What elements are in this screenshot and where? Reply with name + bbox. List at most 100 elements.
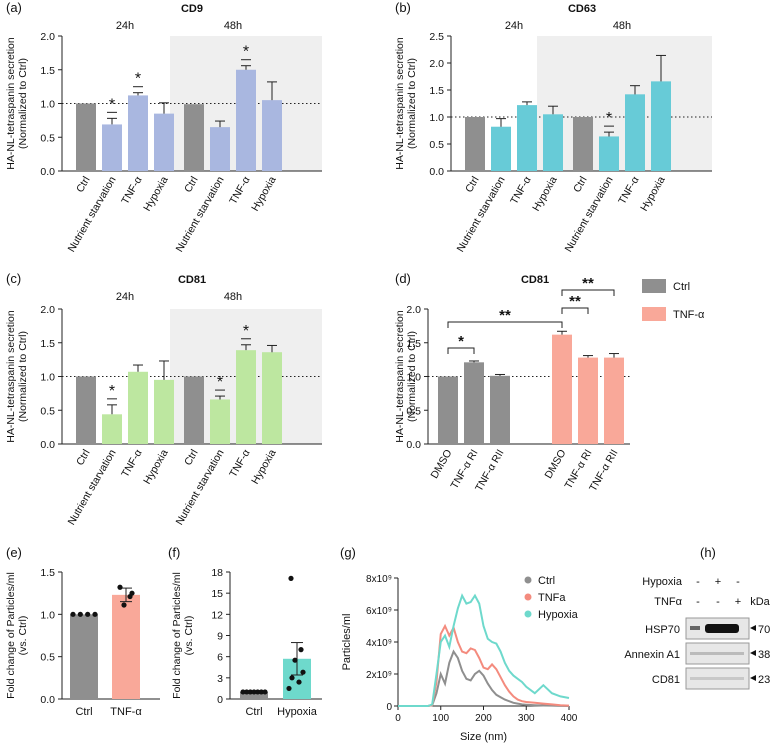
data-point (92, 611, 98, 617)
x-tick-label: TNF-α (119, 175, 144, 207)
sig-star: * (243, 44, 249, 61)
y-tick-label: 1.0 (40, 609, 55, 621)
y-tick-label: 0.0 (406, 439, 421, 451)
y-tick-label: 2.0 (40, 304, 55, 316)
y-tick-label: 1.5 (429, 85, 444, 97)
bar (76, 376, 96, 444)
sig-bracket (561, 289, 615, 296)
y-tick-label: 0.5 (429, 139, 444, 151)
condition-mark: + (735, 596, 741, 608)
x-tick-label: TNF-α (508, 175, 533, 207)
x-tick-label: TNF-α (227, 175, 252, 207)
sig-bracket (447, 321, 563, 328)
data-point (255, 689, 261, 695)
y-tick-label: 0.0 (429, 166, 444, 178)
data-point (77, 611, 83, 617)
sig-bracket-label: ** (569, 293, 581, 310)
x-tick-label: 200 (475, 713, 492, 724)
legend-swatch (642, 307, 666, 321)
bar (128, 95, 148, 171)
x-tick-label: Nutrient starvation (174, 174, 227, 254)
data-point (292, 657, 298, 663)
blot-band (690, 677, 744, 680)
y-axis-label-2: (vs. Ctrl) (183, 616, 195, 656)
y-tick-label: 3 (217, 673, 223, 685)
panel-label: (e) (6, 545, 22, 560)
y-tick-label: 15 (211, 588, 223, 600)
x-tick-label: Hypoxia (249, 447, 278, 486)
y-tick-label: 6x10⁹ (366, 606, 392, 617)
x-tick-label: Nutrient starvation (174, 447, 227, 527)
x-tick-label: Nutrient starvation (455, 174, 508, 254)
x-axis-label: Size (nm) (460, 731, 507, 743)
y-tick-label: 9 (217, 631, 223, 643)
condition-label: Hypoxia (642, 576, 683, 588)
panel-label: (a) (6, 0, 22, 15)
sig-star: * (109, 96, 115, 113)
sig-star: * (135, 71, 141, 88)
bar (604, 357, 624, 444)
x-tick-label: 100 (432, 713, 449, 724)
sig-star: * (243, 323, 249, 340)
x-tick-label: Ctrl (75, 706, 92, 718)
data-point (286, 685, 292, 692)
condition-mark: - (696, 596, 700, 608)
panel-label: (h) (700, 545, 716, 560)
y-axis-label: Particles/ml (341, 614, 353, 671)
group-label: 24h (116, 291, 134, 303)
y-tick-label: 2.0 (406, 304, 421, 316)
bar (76, 103, 96, 171)
x-tick-label: Nutrient starvation (66, 174, 119, 254)
bar (625, 94, 645, 171)
condition-mark: - (736, 576, 740, 588)
panel-f: (f) 0 3 6 9 12 15 18 Fold change of Particles/ml… (168, 545, 322, 718)
bar (262, 352, 282, 444)
legend-swatch (642, 279, 666, 293)
y-tick-label: 1.5 (40, 567, 55, 579)
bar (154, 113, 174, 171)
kda-header: kDa (750, 596, 770, 608)
panel-label: (c) (6, 271, 21, 286)
x-tick-label: Hypoxia (141, 447, 170, 486)
marker-arrow-icon (750, 675, 756, 681)
blot-band (705, 624, 739, 633)
x-tick-label: Ctrl (182, 175, 201, 195)
bar (184, 376, 204, 444)
condition-mark: + (715, 576, 721, 588)
panel-label: (b) (395, 0, 411, 15)
panel-label: (f) (168, 545, 180, 560)
y-tick-label: 0.0 (40, 166, 55, 178)
x-tick-label: TNF-α (227, 448, 252, 480)
legend-label: TNFa (538, 592, 566, 604)
bar (517, 105, 537, 171)
bar (236, 69, 256, 171)
y-axis-label: Fold change of Particles/ml (171, 572, 183, 699)
x-tick-label: Ctrl (463, 175, 482, 195)
bar (210, 399, 230, 444)
y-axis-label-2: (Normalized to Ctrl) (17, 331, 29, 422)
y-tick-label: 0.0 (40, 694, 55, 706)
y-tick-label: 2.0 (40, 31, 55, 43)
protein-label: CD81 (652, 674, 680, 686)
x-tick-label: TNF-α (616, 175, 641, 207)
y-tick-label: 2.0 (429, 58, 444, 70)
bar (102, 124, 122, 171)
panel-c: (c) CD81 0.0 0.5 1.0 1.5 2.0 HA-NL-tetraspanin … (5, 271, 322, 527)
legend-label: Ctrl (673, 281, 690, 293)
y-tick-label: 1.5 (406, 338, 421, 350)
bar (184, 104, 204, 171)
y-axis-label: HA-NL-tetraspanin secretion (5, 37, 17, 170)
bar (112, 594, 140, 699)
marker-arrow-icon (750, 625, 756, 631)
y-tick-label: 1.5 (40, 338, 55, 350)
panel-h: (h) Hypoxia - + - TNFα - - + kDa HSP70 70 Annexin A1… (624, 545, 771, 690)
bar (102, 414, 122, 444)
sig-bracket (447, 347, 475, 354)
x-tick-label: Hypoxia (277, 706, 318, 718)
y-tick-label: 0.0 (40, 439, 55, 451)
y-tick-label: 0.5 (40, 405, 55, 417)
series-line (398, 623, 570, 707)
kda-label: 23 (758, 674, 770, 686)
bar (464, 362, 484, 444)
y-axis-label-2: (Normalized to Ctrl) (406, 331, 418, 422)
